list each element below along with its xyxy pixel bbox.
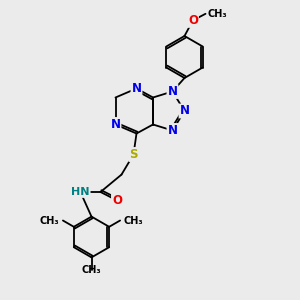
Text: N: N [167, 85, 178, 98]
Text: CH₃: CH₃ [124, 215, 143, 226]
Text: HN: HN [71, 187, 90, 197]
Text: O: O [112, 194, 122, 207]
Text: N: N [179, 104, 190, 118]
Text: CH₃: CH₃ [40, 215, 59, 226]
Text: N: N [167, 124, 178, 137]
Text: CH₃: CH₃ [82, 265, 101, 275]
Text: N: N [110, 118, 121, 131]
Text: CH₃: CH₃ [207, 9, 226, 19]
Text: S: S [129, 148, 138, 161]
Text: O: O [188, 14, 198, 27]
Text: N: N [131, 82, 142, 95]
